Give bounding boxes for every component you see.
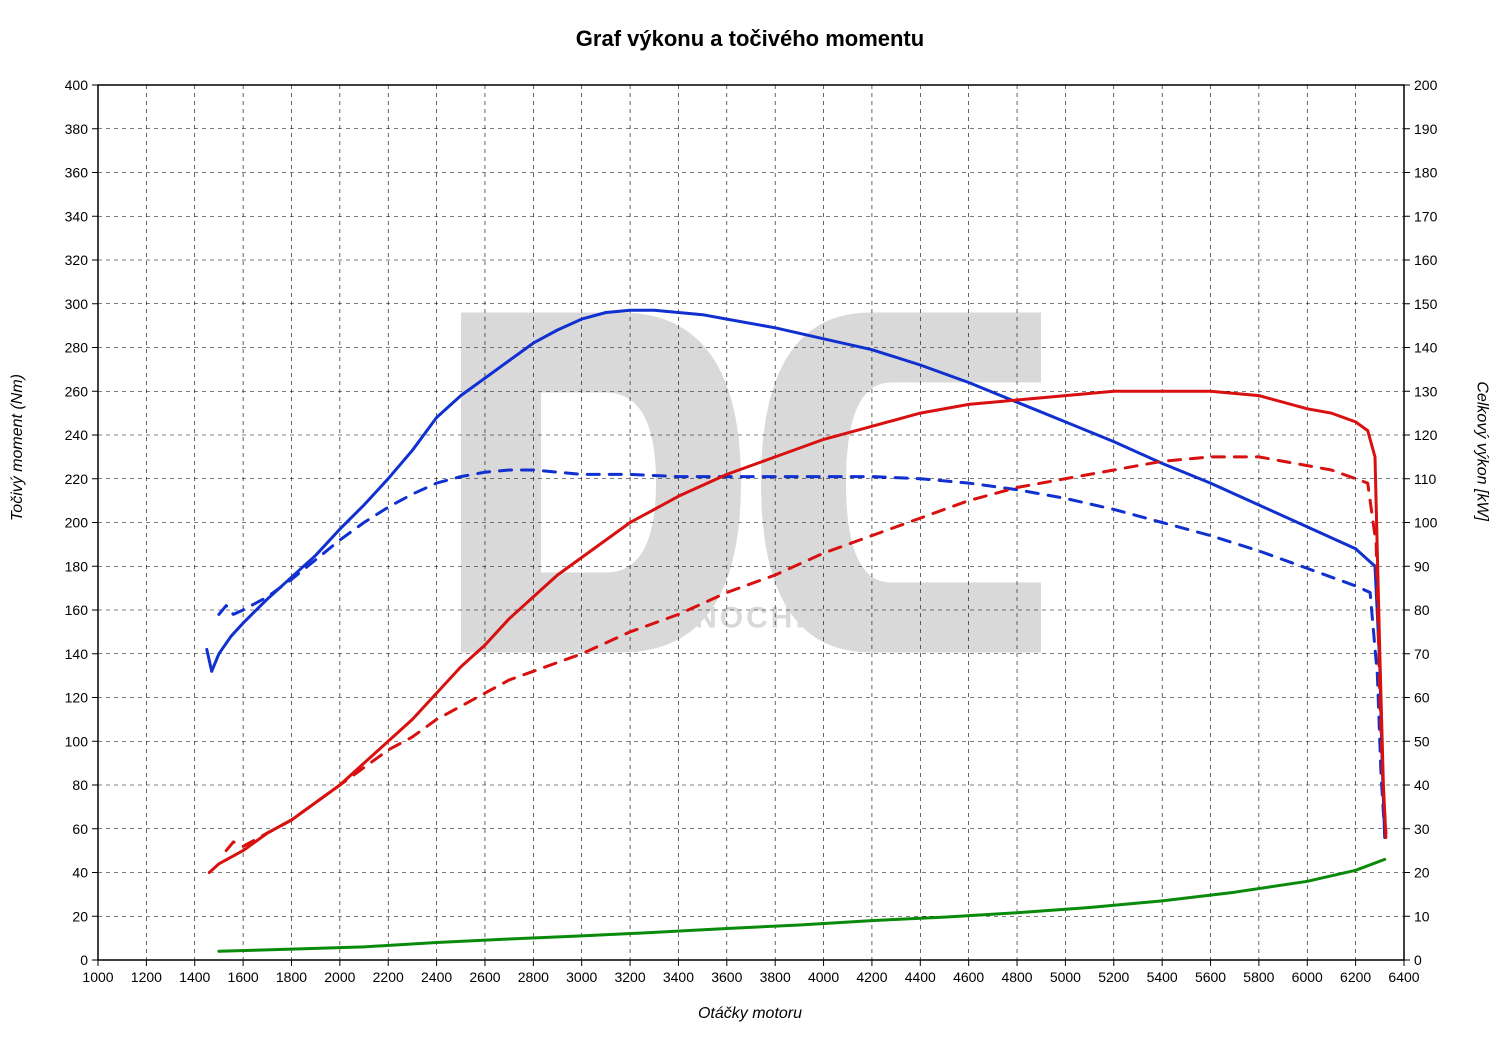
svg-text:5600: 5600 bbox=[1195, 969, 1226, 985]
svg-text:WWW.DYNOCHECK.COM: WWW.DYNOCHECK.COM bbox=[544, 602, 958, 635]
svg-text:6000: 6000 bbox=[1292, 969, 1323, 985]
svg-text:80: 80 bbox=[72, 777, 88, 793]
svg-text:60: 60 bbox=[72, 821, 88, 837]
svg-text:80: 80 bbox=[1414, 602, 1430, 618]
svg-text:70: 70 bbox=[1414, 646, 1430, 662]
svg-text:180: 180 bbox=[65, 558, 89, 574]
svg-text:340: 340 bbox=[65, 208, 89, 224]
svg-text:100: 100 bbox=[1414, 515, 1438, 531]
svg-text:360: 360 bbox=[65, 165, 89, 181]
svg-text:2400: 2400 bbox=[421, 969, 452, 985]
grid bbox=[98, 85, 1404, 960]
svg-text:40: 40 bbox=[72, 865, 88, 881]
svg-text:60: 60 bbox=[1414, 690, 1430, 706]
svg-text:200: 200 bbox=[1414, 77, 1438, 93]
svg-text:320: 320 bbox=[65, 252, 89, 268]
svg-text:1800: 1800 bbox=[276, 969, 307, 985]
svg-text:1600: 1600 bbox=[228, 969, 259, 985]
svg-text:6400: 6400 bbox=[1388, 969, 1419, 985]
svg-text:110: 110 bbox=[1414, 471, 1437, 487]
axis-ticks: 1000120014001600180020002200240026002800… bbox=[65, 77, 1438, 985]
svg-text:3600: 3600 bbox=[711, 969, 742, 985]
series-loss bbox=[219, 859, 1385, 951]
watermark: WWW.DYNOCHECK.COM bbox=[461, 313, 1041, 653]
svg-text:20: 20 bbox=[72, 908, 88, 924]
svg-text:180: 180 bbox=[1414, 165, 1438, 181]
svg-text:120: 120 bbox=[65, 690, 89, 706]
svg-text:300: 300 bbox=[65, 296, 89, 312]
svg-text:5200: 5200 bbox=[1098, 969, 1129, 985]
svg-text:4800: 4800 bbox=[1001, 969, 1032, 985]
svg-text:130: 130 bbox=[1414, 383, 1438, 399]
svg-text:5000: 5000 bbox=[1050, 969, 1081, 985]
svg-text:150: 150 bbox=[1414, 296, 1438, 312]
svg-text:160: 160 bbox=[65, 602, 89, 618]
chart-canvas: WWW.DYNOCHECK.COM10001200140016001800200… bbox=[0, 0, 1500, 1041]
svg-text:100: 100 bbox=[65, 733, 89, 749]
svg-text:90: 90 bbox=[1414, 558, 1430, 574]
svg-text:140: 140 bbox=[65, 646, 89, 662]
svg-text:5400: 5400 bbox=[1147, 969, 1178, 985]
svg-text:170: 170 bbox=[1414, 208, 1438, 224]
svg-text:240: 240 bbox=[65, 427, 89, 443]
svg-text:220: 220 bbox=[65, 471, 89, 487]
dyno-chart: Graf výkonu a točivého momentu Otáčky mo… bbox=[0, 0, 1500, 1041]
chart-title: Graf výkonu a točivého momentu bbox=[0, 26, 1500, 52]
y-axis-right-label: Celkový výkon [kW] bbox=[1473, 381, 1491, 521]
svg-text:2800: 2800 bbox=[518, 969, 549, 985]
svg-text:1200: 1200 bbox=[131, 969, 162, 985]
svg-text:6200: 6200 bbox=[1340, 969, 1371, 985]
svg-text:3400: 3400 bbox=[663, 969, 694, 985]
svg-text:0: 0 bbox=[80, 952, 88, 968]
svg-text:400: 400 bbox=[65, 77, 89, 93]
svg-text:2600: 2600 bbox=[469, 969, 500, 985]
svg-text:4400: 4400 bbox=[905, 969, 936, 985]
svg-text:190: 190 bbox=[1414, 121, 1438, 137]
svg-text:2000: 2000 bbox=[324, 969, 355, 985]
svg-text:280: 280 bbox=[65, 340, 89, 356]
svg-text:1000: 1000 bbox=[82, 969, 113, 985]
svg-text:20: 20 bbox=[1414, 865, 1430, 881]
svg-text:30: 30 bbox=[1414, 821, 1430, 837]
y-axis-left-label: Točivý moment (Nm) bbox=[9, 374, 27, 521]
svg-text:5800: 5800 bbox=[1243, 969, 1274, 985]
svg-text:3000: 3000 bbox=[566, 969, 597, 985]
svg-text:380: 380 bbox=[65, 121, 89, 137]
svg-text:4200: 4200 bbox=[856, 969, 887, 985]
svg-text:260: 260 bbox=[65, 383, 89, 399]
svg-text:10: 10 bbox=[1414, 908, 1430, 924]
svg-text:1400: 1400 bbox=[179, 969, 210, 985]
svg-text:120: 120 bbox=[1414, 427, 1438, 443]
svg-text:0: 0 bbox=[1414, 952, 1422, 968]
svg-text:4000: 4000 bbox=[808, 969, 839, 985]
svg-text:200: 200 bbox=[65, 515, 89, 531]
svg-text:2200: 2200 bbox=[373, 969, 404, 985]
svg-text:140: 140 bbox=[1414, 340, 1438, 356]
svg-text:3800: 3800 bbox=[760, 969, 791, 985]
svg-text:160: 160 bbox=[1414, 252, 1438, 268]
svg-text:50: 50 bbox=[1414, 733, 1430, 749]
svg-text:3200: 3200 bbox=[614, 969, 645, 985]
svg-text:4600: 4600 bbox=[953, 969, 984, 985]
x-axis-label: Otáčky motoru bbox=[0, 1005, 1500, 1023]
svg-text:40: 40 bbox=[1414, 777, 1430, 793]
